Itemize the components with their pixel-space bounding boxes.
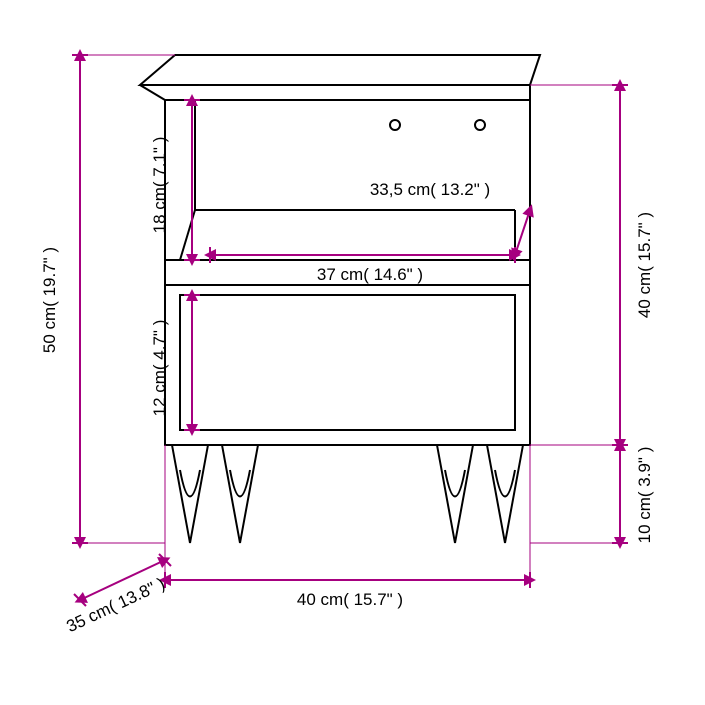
- svg-text:50 cm( 19.7" ): 50 cm( 19.7" ): [40, 247, 59, 353]
- svg-text:12 cm( 4.7" ): 12 cm( 4.7" ): [150, 320, 169, 417]
- svg-text:37 cm( 14.6" ): 37 cm( 14.6" ): [317, 265, 423, 284]
- furniture-dimension-diagram: 50 cm( 19.7" ) 18 cm( 7.1" ) 12 cm( 4.7" )…: [0, 0, 705, 705]
- svg-text:40 cm( 15.7" ): 40 cm( 15.7" ): [297, 590, 403, 609]
- product-outline: [140, 55, 540, 543]
- svg-text:40 cm( 15.7" ): 40 cm( 15.7" ): [635, 212, 654, 318]
- svg-text:18 cm( 7.1" ): 18 cm( 7.1" ): [150, 137, 169, 234]
- svg-text:33,5 cm( 13.2" ): 33,5 cm( 13.2" ): [370, 180, 490, 199]
- svg-text:10 cm( 3.9" ): 10 cm( 3.9" ): [635, 447, 654, 544]
- dimension-arrows: 50 cm( 19.7" ) 18 cm( 7.1" ) 12 cm( 4.7" )…: [40, 55, 654, 636]
